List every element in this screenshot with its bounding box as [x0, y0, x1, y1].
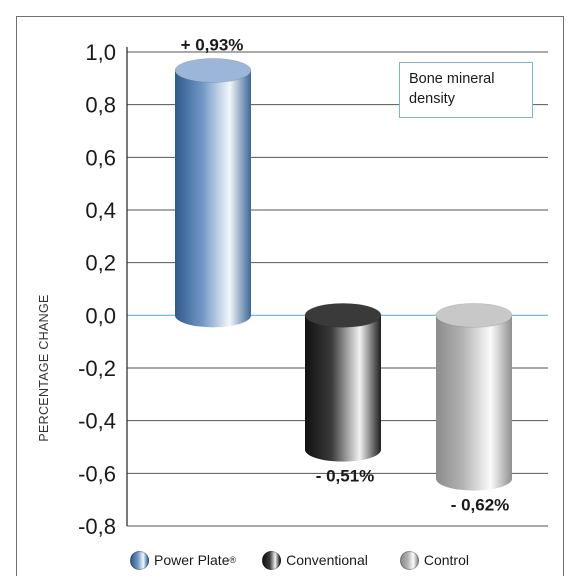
bar-control [435, 303, 513, 491]
legend-label-power-plate: Power Plate [154, 552, 230, 568]
bar-body [175, 70, 251, 316]
y-tick-label: 0,8 [85, 93, 116, 118]
bar-top-cap [304, 303, 382, 328]
y-tick-label: -0,6 [78, 461, 116, 486]
legend-registered-mark: ® [229, 555, 237, 565]
bar-top-cap [174, 58, 252, 83]
chart-frame [16, 16, 564, 576]
bar-power-plate [174, 58, 252, 328]
y-tick-label: -0,2 [78, 356, 116, 381]
legend: Power Plate ® Conventional Control [130, 548, 495, 572]
legend-item-control: Control [399, 550, 469, 570]
y-tick-label: -0,8 [78, 514, 116, 539]
bar-body [305, 315, 381, 450]
data-label-conventional: - 0,51% [316, 467, 375, 486]
bar-bottom-cap [175, 303, 251, 328]
annotation-text: Bone mineral density [409, 71, 495, 107]
legend-label-control: Control [423, 552, 469, 568]
bar-bottom-cap [436, 466, 512, 491]
bar-conventional [304, 303, 382, 462]
bar-bottom-cap [305, 437, 381, 462]
bar-body [436, 315, 512, 479]
data-label-control: - 0,62% [451, 496, 510, 515]
y-tick-label: 0,6 [85, 145, 116, 170]
annotation-box: Bone mineral density [399, 62, 533, 118]
legend-item-conventional: Conventional [262, 550, 368, 570]
y-tick-label: 0,2 [85, 251, 116, 276]
y-tick-label: 1,0 [85, 40, 116, 65]
bar-top-cap [435, 303, 513, 328]
y-tick-label: 0,4 [85, 198, 116, 223]
legend-swatch-control [399, 550, 419, 570]
y-tick-label: -0,4 [78, 409, 116, 434]
y-axis-title: PERCENTAGE CHANGE [37, 294, 51, 441]
data-label-power-plate: + 0,93% [181, 35, 244, 54]
legend-swatch-conventional [262, 550, 282, 570]
legend-item-power-plate: Power Plate ® [130, 550, 237, 570]
legend-label-conventional: Conventional [286, 552, 368, 568]
legend-swatch-power-plate [130, 550, 149, 570]
y-tick-label: 0,0 [85, 303, 116, 328]
